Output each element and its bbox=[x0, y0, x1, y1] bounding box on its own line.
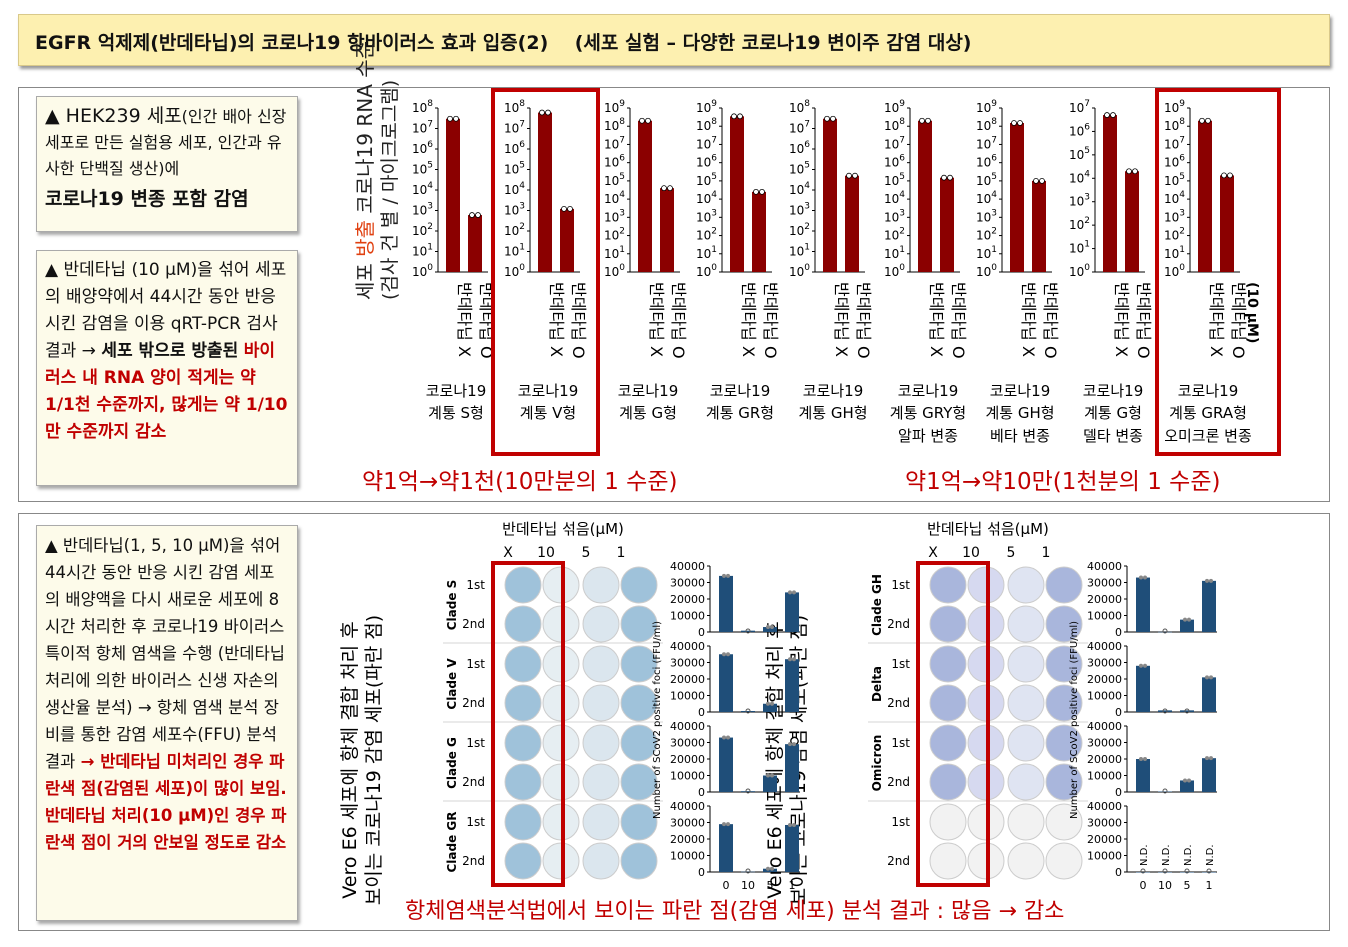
caption-bottom: 항체염색분석법에서 보이는 파란 점(감염 세포) 분석 결과 : 많음 → 감… bbox=[405, 899, 1065, 924]
caption-right: 약1억→약10만(1천분의 1 수준) bbox=[905, 469, 1221, 495]
note-ffu-desc: ▲ 반데타닙(1, 5, 10 μM)을 섞어 44시간 동안 반응 시킨 감염… bbox=[45, 536, 285, 771]
title-banner: EGFR 억제제(반데타닙)의 코로나19 항바이러스 효과 입증(2) (세포… bbox=[18, 14, 1330, 66]
caption-left: 약1억→약1천(10만분의 1 수준) bbox=[362, 469, 678, 495]
banner-title: EGFR 억제제(반데타닙)의 코로나19 항바이러스 효과 입증(2) (세포… bbox=[35, 32, 972, 54]
note-hek-infection: 코로나19 변종 포함 감염 bbox=[45, 188, 249, 210]
note-qrtpcr-result: 바이러스 내 RNA 양이 적게는 약 1/1천 수준까지, 많게는 약 1/1… bbox=[45, 341, 288, 442]
note-qrtpcr-desc: ▲ 반데타닙 (10 μM)을 섞어 세포의 배양약에서 44시간 동안 반응 … bbox=[45, 260, 287, 361]
note-ffu-result: → 반데타닙 미처리인 경우 파란색 점(감염된 세포)이 많이 보임. 반데타… bbox=[45, 752, 287, 852]
note-hek-desc: (인간 배아 신장세포로 만든 실험용 세포, 인간과 유사한 단백질 생산)에 bbox=[45, 107, 287, 178]
note-qrtpcr: ▲ 반데타닙 (10 μM)을 섞어 세포의 배양약에서 44시간 동안 반응 … bbox=[36, 250, 298, 486]
note-hek239: ▲ HEK239 세포(인간 배아 신장세포로 만든 실험용 세포, 인간과 유… bbox=[36, 96, 298, 232]
note-hek-title: ▲ HEK239 세포 bbox=[45, 105, 182, 127]
note-qrtpcr-bold: 세포 밖으로 방출된 bbox=[101, 341, 239, 361]
note-ffu: ▲ 반데타닙(1, 5, 10 μM)을 섞어 44시간 동안 반응 시킨 감염… bbox=[36, 525, 298, 921]
